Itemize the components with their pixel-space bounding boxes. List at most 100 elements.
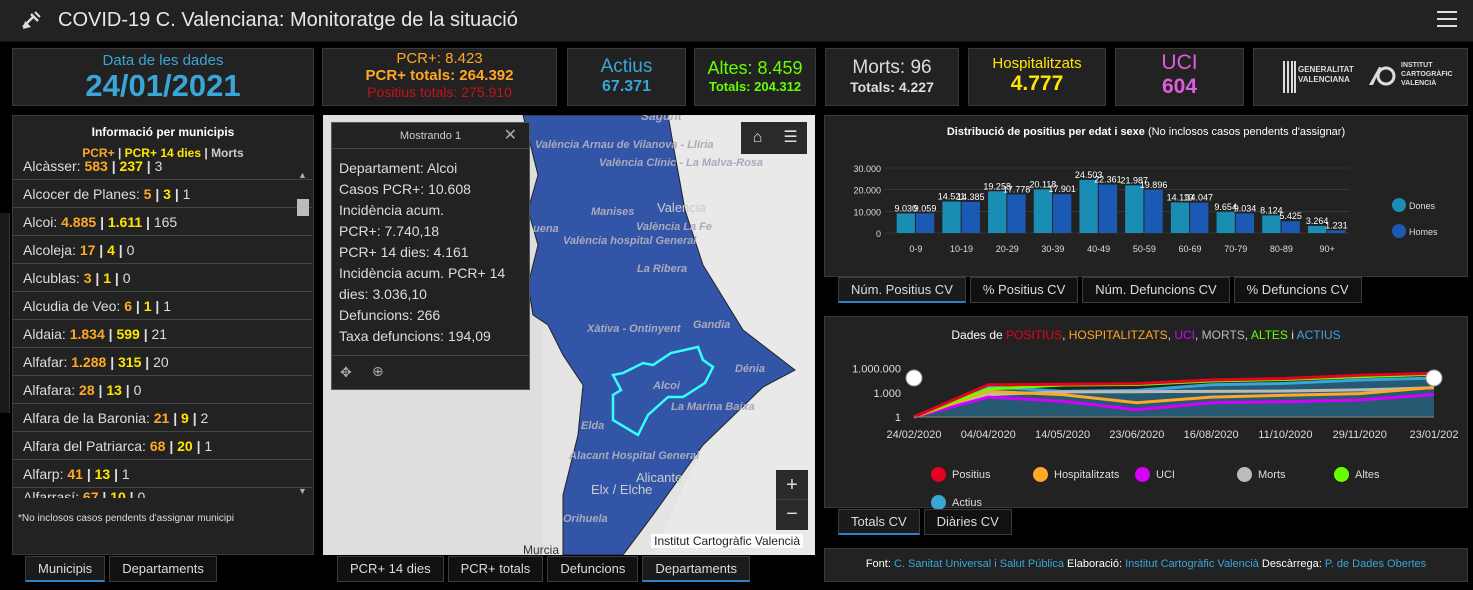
y-tick-label: 1.000.000 — [852, 365, 901, 376]
bar-dones — [1033, 189, 1053, 233]
zoom-in-button[interactable]: + — [776, 470, 808, 500]
x-tick-label: 40-49 — [1087, 244, 1110, 254]
bar-dones — [1216, 212, 1235, 233]
title-part: POSITIUS — [1006, 328, 1063, 342]
map-label-alcoi: Alcoi — [653, 380, 680, 392]
map-label-elx: Elx / Elche — [591, 482, 653, 497]
legend-label: Homes — [1409, 227, 1438, 237]
tab-pct-defuncions[interactable]: % Defuncions CV — [1233, 277, 1362, 303]
actius-panel: Actius 67.371 — [567, 48, 686, 106]
range-handle-right[interactable] — [1425, 369, 1443, 387]
data-label: 9.059 — [914, 203, 937, 213]
zoom-to-icon[interactable]: ⊕ — [372, 363, 384, 379]
list-item[interactable]: Alcoleja: 17 | 4 | 0 — [12, 236, 312, 264]
series-line-uci — [913, 393, 1435, 419]
pcr-panel: PCR+: 8.423 PCR+ totals: 264.392 Positiu… — [322, 48, 557, 106]
popup-line: PCR+: 7.740,18 — [339, 223, 440, 239]
source-link[interactable]: C. Sanitat Universal i Salut Pública — [893, 558, 1064, 570]
scroll-thumb[interactable] — [297, 199, 309, 216]
pan-icon[interactable]: ✥ — [340, 364, 352, 380]
map-label-orihuela: Orihuela — [563, 513, 608, 525]
map-label-gandia: Gandia — [693, 319, 731, 331]
legend-item[interactable]: Morts — [1237, 467, 1286, 482]
list-item[interactable]: Alfarrasí: 67 | 10 | 0 — [23, 489, 146, 498]
list-item[interactable]: Alcàsser: 583 | 237 | 3 — [12, 160, 312, 180]
altes-daily: Altes: 8.459 — [707, 58, 803, 78]
bar-homes — [1053, 194, 1072, 233]
legend-swatch — [1392, 224, 1406, 238]
tab-departaments-map[interactable]: Departaments — [642, 556, 751, 582]
download-link[interactable]: P. de Dades Obertes — [1324, 558, 1427, 570]
tab-pcr-totals[interactable]: PCR+ totals — [447, 556, 544, 582]
scroll-down-icon[interactable]: ▼ — [298, 486, 307, 496]
list-item[interactable]: Alfafara: 28 | 13 | 0 — [12, 376, 312, 404]
close-icon[interactable]: ✕ — [503, 127, 517, 144]
data-label: 8.124 — [1260, 205, 1283, 215]
tab-totals-cv[interactable]: Totals CV — [838, 509, 920, 535]
municipis-tabs: Municipis Departaments — [25, 556, 217, 582]
gva-name-2: VALENCIANA — [1298, 75, 1350, 84]
tab-diaries-cv[interactable]: Diàries CV — [923, 509, 1012, 535]
bar-homes — [1144, 189, 1163, 233]
data-label: 1.231 — [1325, 220, 1348, 230]
y-tick-label: 20.000 — [853, 186, 881, 196]
icv-name-2: CARTOGRÀFIC — [1401, 71, 1453, 78]
list-item[interactable]: Alcublas: 3 | 1 | 0 — [12, 264, 312, 292]
list-item[interactable]: Aldaia: 1.834 | 599 | 21 — [12, 320, 312, 348]
tab-municipis[interactable]: Municipis — [25, 556, 106, 582]
legend-pcr: PCR+ — [82, 146, 115, 160]
range-handle-left[interactable] — [905, 369, 923, 387]
pcr-daily: PCR+: 8.423 — [396, 50, 483, 67]
hamburger-menu-icon[interactable] — [1437, 11, 1457, 29]
tab-pct-positius[interactable]: % Positius CV — [969, 277, 1079, 303]
legend-item[interactable]: Actius — [931, 495, 982, 510]
home-icon[interactable]: ⌂ — [752, 129, 763, 146]
x-tick-label: 10-19 — [950, 244, 973, 254]
legend-swatch — [1135, 467, 1150, 482]
legend-label: Positius — [952, 468, 991, 481]
y-tick-label: 30.000 — [853, 164, 881, 174]
municipis-title: Informació per municipis — [91, 125, 235, 139]
tab-pcr14[interactable]: PCR+ 14 dies — [337, 556, 444, 582]
bar-dones — [1262, 215, 1281, 233]
tab-num-positius[interactable]: Núm. Positius CV — [838, 277, 966, 303]
list-icon[interactable]: ☰ — [783, 129, 798, 146]
map-label-fe: València La Fe — [636, 221, 713, 233]
x-tick-label: 0-9 — [909, 244, 922, 254]
bar-dones — [1125, 185, 1144, 233]
list-item[interactable]: Alcoi: 4.885 | 1.611 | 165 — [12, 208, 312, 236]
legend-item[interactable]: UCI — [1135, 467, 1175, 482]
list-item[interactable]: Alfara del Patriarca: 68 | 20 | 1 — [12, 432, 312, 460]
title-part: i — [1287, 328, 1297, 342]
x-tick-label: 23/01/202 — [1410, 429, 1459, 441]
tab-defuncions[interactable]: Defuncions — [547, 556, 639, 582]
altes-panel: Altes: 8.459 Totals: 204.312 — [694, 48, 816, 106]
list-item[interactable]: Alcocer de Planes: 5 | 3 | 1 — [12, 180, 312, 208]
data-label: 17.778 — [1003, 184, 1031, 194]
bar-homes — [1235, 213, 1255, 233]
legend-swatch — [1334, 467, 1349, 482]
municipis-list[interactable]: Alcàsser: 583 | 237 | 3 Alcocer de Plane… — [12, 160, 312, 500]
list-item[interactable]: Alfafar: 1.288 | 315 | 20 — [12, 348, 312, 376]
alcoi-selection-outline — [611, 345, 715, 437]
list-item[interactable]: Alfara de la Baronia: 21 | 9 | 2 — [12, 404, 312, 432]
title-part: , — [1244, 328, 1251, 342]
scroll-up-icon[interactable]: ▲ — [298, 170, 307, 180]
x-tick-label: 24/02/2020 — [886, 429, 941, 441]
x-tick-label: 70-79 — [1224, 244, 1247, 254]
municipis-scrollbar[interactable]: ▲ ▼ — [296, 168, 310, 498]
legend-item[interactable]: Altes — [1334, 467, 1379, 482]
list-item[interactable]: Alfarp: 41 | 13 | 1 — [12, 460, 312, 488]
tab-num-defuncions[interactable]: Núm. Defuncions CV — [1082, 277, 1230, 303]
data-label: 14.110 — [1167, 192, 1194, 202]
legend-item[interactable]: Hospitalitzats — [1033, 467, 1119, 482]
list-item[interactable]: Alcudia de Veo: 6 | 1 | 1 — [12, 292, 312, 320]
legend-item[interactable]: Positius — [931, 467, 991, 482]
side-collapse-handle[interactable] — [0, 213, 10, 413]
bar-homes — [1327, 230, 1346, 233]
tab-departaments[interactable]: Departaments — [109, 556, 217, 582]
zoom-out-button[interactable]: − — [786, 503, 798, 525]
author-link[interactable]: Institut Cartogràfic Valencià — [1125, 558, 1259, 570]
bar-homes — [1098, 184, 1118, 233]
map-label-murcia: Murcia — [523, 543, 560, 555]
